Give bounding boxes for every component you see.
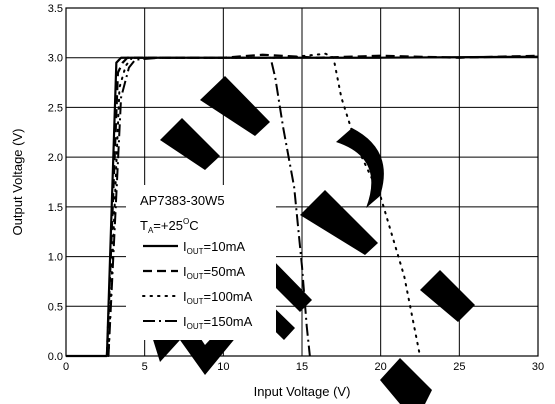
legend-value: =100mA bbox=[204, 289, 253, 304]
series-line-4 bbox=[107, 56, 311, 357]
x-tick-label: 0 bbox=[63, 361, 69, 373]
legend-sub: OUT bbox=[187, 297, 204, 306]
legend-sub: OUT bbox=[187, 322, 204, 331]
x-tick-label: 25 bbox=[453, 361, 465, 373]
legend: AP7383-30W5 TA=+25OC IOUT=10mAIOUT=50mAI… bbox=[126, 185, 276, 340]
y-tick-label: 2.5 bbox=[48, 102, 63, 114]
legend-prefix: I bbox=[183, 289, 187, 304]
y-tick-label: 3.5 bbox=[48, 3, 63, 15]
temp-value: =+25 bbox=[153, 218, 183, 233]
plot-frame bbox=[65, 7, 539, 357]
watermark-letter-8 bbox=[380, 358, 432, 404]
y-tick-label: 0.0 bbox=[48, 351, 63, 363]
watermark-letter-3 bbox=[300, 190, 378, 255]
legend-value: =10mA bbox=[204, 239, 246, 254]
legend-prefix: I bbox=[183, 239, 187, 254]
legend-value: =150mA bbox=[204, 314, 253, 329]
series-line-3 bbox=[107, 52, 421, 357]
legend-label-2: IOUT=50mA bbox=[183, 264, 245, 281]
watermark-letter-7 bbox=[420, 270, 475, 322]
y-tick-label: 0.5 bbox=[48, 301, 63, 313]
legend-label-3: IOUT=100mA bbox=[183, 289, 253, 306]
annotation-part: AP7383-30W5 bbox=[140, 193, 225, 208]
x-axis-label: Input Voltage (V) bbox=[254, 384, 351, 399]
x-tick-label: 20 bbox=[375, 361, 387, 373]
legend-value: =50mA bbox=[204, 264, 246, 279]
series-layer bbox=[66, 52, 539, 358]
x-tick-label: 10 bbox=[217, 361, 229, 373]
legend-prefix: I bbox=[183, 264, 187, 279]
legend-prefix: I bbox=[183, 314, 187, 329]
watermark-letter-4 bbox=[336, 128, 384, 208]
x-tick-label: 30 bbox=[532, 361, 544, 373]
legend-box bbox=[126, 185, 276, 340]
temp-sub: A bbox=[148, 226, 154, 235]
watermark-letter-5 bbox=[160, 118, 220, 170]
y-axis-label: Output Voltage (V) bbox=[10, 129, 25, 236]
temp-unit: C bbox=[189, 218, 198, 233]
ticks: 0 5 10 15 20 25 30 0.0 0.5 1.0 1.5 2.0 2.5 3.0 3.5 bbox=[48, 3, 544, 373]
temp-prefix: T bbox=[140, 218, 148, 233]
y-tick-label: 1.5 bbox=[48, 202, 63, 214]
legend-sub: OUT bbox=[187, 247, 204, 256]
y-tick-label: 1.0 bbox=[48, 252, 63, 264]
watermark-letter-6 bbox=[200, 76, 270, 136]
x-tick-label: 15 bbox=[296, 361, 308, 373]
y-tick-label: 3.0 bbox=[48, 53, 63, 65]
temp-sup: O bbox=[183, 217, 189, 226]
annotation-temperature: TA=+25OC bbox=[140, 217, 199, 235]
x-tick-label: 5 bbox=[142, 361, 148, 373]
legend-sub: OUT bbox=[187, 272, 204, 281]
series-line-2 bbox=[105, 53, 539, 357]
legend-label-4: IOUT=150mA bbox=[183, 314, 253, 331]
legend-label-1: IOUT=10mA bbox=[183, 239, 245, 256]
y-tick-label: 2.0 bbox=[48, 152, 63, 164]
